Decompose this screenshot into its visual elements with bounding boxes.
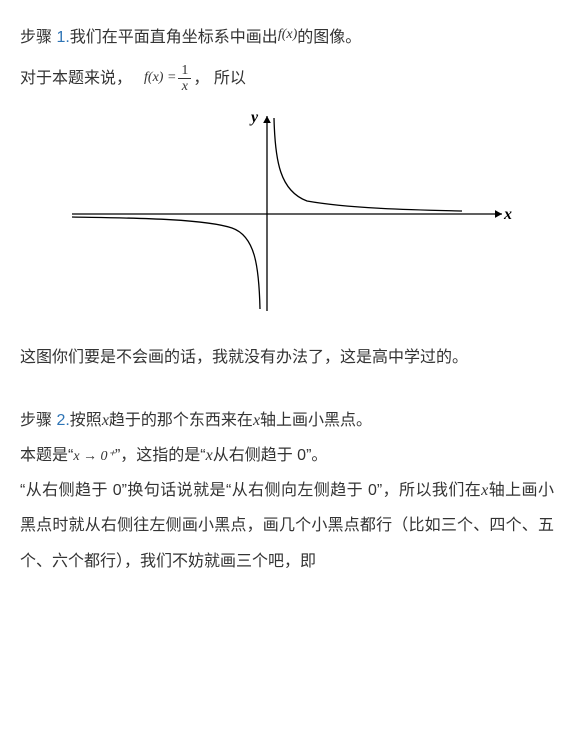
limit-c: 从右侧趋于 0”。 (213, 447, 328, 464)
step1-prefix: 步骤 (20, 29, 56, 46)
svg-text:x: x (503, 206, 512, 223)
step2-body-a: 按照 (70, 412, 102, 429)
eq-preamble: 对于本题来说， (20, 61, 132, 96)
step2-body-c: 轴上画小黑点。 (260, 412, 372, 429)
hyperbola-svg: yx (62, 106, 512, 316)
svg-text:y: y (249, 109, 259, 126)
x-var-3: x (206, 447, 213, 464)
para-step1: 步骤 1.我们在平面直角坐标系中画出f(x)的图像。 (20, 20, 554, 55)
step1-number: 1. (56, 29, 69, 46)
eq-denominator: x (178, 79, 191, 94)
x-var-1: x (102, 412, 109, 429)
step1-tail: 的图像。 (297, 29, 361, 46)
hyperbola-chart: yx (20, 106, 554, 329)
para-dots: “从右侧趋于 0”换句话说就是“从右侧向左侧趋于 0”，所以我们在x轴上画小黑点… (20, 473, 554, 579)
step2-body-b: 趋于的那个东西来在 (109, 412, 253, 429)
x-var-2: x (253, 412, 260, 429)
eq-numerator: 1 (178, 63, 191, 79)
para-comment: 这图你们要是不会画的话，我就没有办法了，这是高中学过的。 (20, 340, 554, 375)
limit-a: 本题是“ (20, 447, 73, 464)
eq-fraction: 1 x (178, 63, 191, 95)
step1-body: 我们在平面直角坐标系中画出 (70, 29, 278, 46)
dots-a: “从右侧趋于 0”换句话说就是“从右侧向左侧趋于 0”，所以我们在 (20, 482, 481, 499)
para-equation: 对于本题来说， f(x) = 1 x ， 所以 (20, 61, 554, 96)
vertical-spacer (20, 375, 554, 403)
step2-number: 2. (56, 412, 69, 429)
limit-b: ”，这指的是“ (115, 447, 206, 464)
limit-expr: x → 0⁺ (73, 449, 115, 464)
eq-suffix: ， 所以 (193, 61, 245, 96)
para-limit: 本题是“x → 0⁺”，这指的是“x从右侧趋于 0”。 (20, 438, 554, 473)
fx-inline: f(x) (278, 27, 297, 42)
eq-lhs: f(x) = (144, 63, 176, 94)
step2-prefix: 步骤 (20, 412, 56, 429)
para-step2: 步骤 2.按照x趋于的那个东西来在x轴上画小黑点。 (20, 403, 554, 438)
